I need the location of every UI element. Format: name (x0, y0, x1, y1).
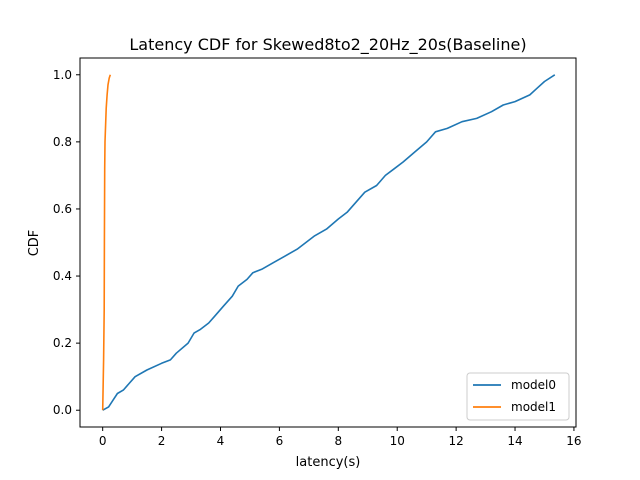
y-axis: 0.0 0.2 0.4 0.6 0.8 1.0 (53, 68, 80, 417)
x-tick-label: 16 (566, 434, 581, 448)
x-tick-label: 0 (99, 434, 107, 448)
x-axis-label: latency(s) (296, 455, 361, 470)
y-tick-label: 0.4 (53, 269, 72, 283)
y-tick-label: 0.8 (53, 135, 72, 149)
series-line-model1 (101, 74, 112, 411)
x-tick-label: 4 (217, 434, 225, 448)
legend-label-model0: model0 (511, 378, 556, 392)
x-tick-label: 12 (448, 434, 463, 448)
series-line-model0 (102, 74, 556, 411)
y-axis-label: CDF (27, 230, 42, 257)
x-tick-label: 6 (276, 434, 284, 448)
y-tick-label: 0.0 (53, 403, 72, 417)
legend-label-model1: model1 (511, 400, 556, 414)
y-tick-label: 0.2 (53, 336, 72, 350)
series-layer (101, 74, 556, 411)
plot-frame (79, 57, 577, 428)
x-axis: 0 2 4 6 8 10 12 14 16 (99, 427, 582, 448)
legend: model0 model1 (466, 372, 570, 421)
y-tick-label: 0.6 (53, 202, 72, 216)
x-tick-label: 2 (158, 434, 166, 448)
chart-title: Latency CDF for Skewed8to2_20Hz_20s(Base… (129, 35, 526, 55)
x-tick-label: 10 (390, 434, 405, 448)
x-tick-label: 8 (334, 434, 342, 448)
y-tick-label: 1.0 (53, 68, 72, 82)
x-tick-label: 14 (507, 434, 522, 448)
